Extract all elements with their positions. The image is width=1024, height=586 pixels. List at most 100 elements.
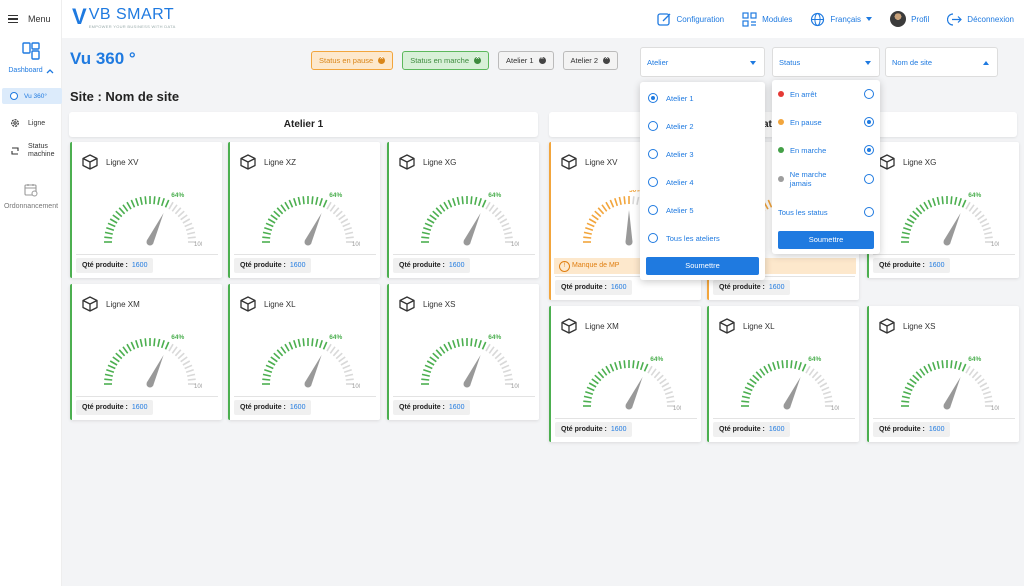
nav-profil[interactable]: Profil <box>890 11 929 27</box>
radio-icon[interactable] <box>648 121 658 131</box>
line-card[interactable]: Ligne XM 64% 100% Qté produite :1600 <box>70 284 222 420</box>
close-icon[interactable] <box>603 55 611 64</box>
line-card[interactable]: Ligne XM 64% 100% Qté produite :1600 <box>549 306 701 442</box>
sidebar-item-dashboard[interactable]: Dashboard <box>0 42 62 74</box>
gauge-tick <box>901 236 910 239</box>
atelier-select[interactable]: Atelier <box>640 47 765 77</box>
nav-modules[interactable]: Modules <box>742 11 792 27</box>
radio-icon[interactable] <box>648 205 658 215</box>
status-option[interactable]: Ne marche jamais <box>778 170 874 188</box>
radio-icon[interactable] <box>648 177 658 187</box>
gauge-tick <box>262 373 271 377</box>
atelier-option[interactable]: Atelier 3 <box>648 149 694 159</box>
status-option[interactable]: En marche <box>778 145 874 155</box>
line-card[interactable]: Ligne XS 64% 100% Qté produite :1600 <box>387 284 539 420</box>
atelier-option[interactable]: Atelier 1 <box>648 93 694 103</box>
gauge-tick <box>491 349 499 357</box>
sidebar-item-vu360[interactable]: Vu 360° <box>2 88 62 104</box>
gauge-value-label: 50% <box>629 190 642 194</box>
gauge-tick <box>494 352 502 360</box>
gauge-tick <box>923 365 929 374</box>
card-name: Ligne XG <box>903 157 937 167</box>
status-submit-button[interactable]: Soumettre <box>778 231 874 249</box>
atelier-option[interactable]: Tous les ateliers <box>648 233 720 243</box>
gauge-tick <box>338 356 346 363</box>
line-card[interactable]: Ligne XV 64% 100% Qté produite :1600 <box>70 142 222 278</box>
radio-icon[interactable] <box>864 145 874 155</box>
nav-logout[interactable]: Déconnexion <box>947 12 1014 27</box>
menu-toggle[interactable]: Menu <box>0 0 61 24</box>
radio-icon[interactable] <box>864 207 874 217</box>
gauge-tick <box>499 218 508 224</box>
gauge-tick <box>597 207 605 215</box>
gauge-tick <box>421 231 430 235</box>
chip-status-marche[interactable]: Status en marche <box>402 51 489 70</box>
chip-atelier-2[interactable]: Atelier 2 <box>562 51 619 70</box>
radio-icon[interactable] <box>864 89 874 99</box>
gauge-needle <box>783 377 801 408</box>
chip-label: Status en pause <box>319 56 374 65</box>
gauge-needle <box>943 213 961 244</box>
chip-atelier-1[interactable]: Atelier 1 <box>498 51 554 70</box>
line-card[interactable]: Ligne XL 64% 100% Qté produite :1600 <box>707 306 859 442</box>
status-option[interactable]: En pause <box>778 117 874 127</box>
card-divider <box>234 254 376 255</box>
sidebar-item-ordonnancement[interactable]: Ordonnancement <box>0 183 62 210</box>
gauge-tick <box>160 198 165 207</box>
gauge-tick <box>273 210 281 218</box>
gauge-tick <box>981 386 990 392</box>
gauge-tick <box>614 198 619 207</box>
gauge-tick <box>456 338 460 347</box>
status-select[interactable]: Status <box>772 47 880 77</box>
gauge-tick <box>270 214 278 221</box>
radio-icon[interactable] <box>864 117 874 127</box>
radio-icon[interactable] <box>648 93 658 103</box>
atelier-option[interactable]: Atelier 2 <box>648 121 694 131</box>
radio-icon[interactable] <box>648 149 658 159</box>
close-icon[interactable] <box>474 55 481 64</box>
qty-badge: Qté produite :1600 <box>873 422 951 437</box>
line-card[interactable]: Ligne XZ 64% 100% Qté produite :1600 <box>228 142 380 278</box>
site-select[interactable]: Nom de site <box>885 47 998 77</box>
gauge-tick <box>335 210 343 218</box>
radio-icon[interactable] <box>648 233 658 243</box>
top-bar: V VB SMART EMPOWER YOUR BUSINESS WITH DA… <box>62 0 1024 38</box>
sidebar-item-ligne[interactable]: Ligne <box>0 118 45 128</box>
gauge-tick <box>927 363 933 372</box>
chip-status-pause[interactable]: Status en pause <box>311 51 394 70</box>
sidebar: Menu Dashboard Vu 360° Ligne Status mach… <box>0 0 62 586</box>
close-icon[interactable] <box>378 55 386 64</box>
page-title: Vu 360 ° <box>70 49 136 68</box>
gauge-tick <box>426 360 435 366</box>
line-card[interactable]: Ligne XG 64% 100% Qté produite :1600 <box>867 142 1019 278</box>
atelier-option[interactable]: Atelier 5 <box>648 205 694 215</box>
gauge-needle <box>463 355 481 386</box>
radio-icon[interactable] <box>864 174 874 184</box>
close-icon[interactable] <box>538 55 546 64</box>
gauge-tick <box>481 341 487 350</box>
gauge-max-label: 100% <box>673 406 681 412</box>
line-card[interactable]: Ligne XL 64% 100% Qté produite :1600 <box>228 284 380 420</box>
gauge: 64% 100% <box>741 356 839 412</box>
gauge-tick <box>797 362 802 371</box>
nav-configuration[interactable]: Configuration <box>656 12 725 27</box>
atelier-option[interactable]: Atelier 4 <box>648 177 694 187</box>
nav-language[interactable]: Français <box>810 12 873 27</box>
gauge-tick <box>130 199 136 208</box>
gauge-tick <box>187 231 196 235</box>
gauge-tick <box>160 340 165 349</box>
gauge-tick <box>909 378 917 385</box>
gauge-tick <box>491 207 499 215</box>
gauge-tick <box>144 196 147 205</box>
sidebar-item-status-machine[interactable]: Status machine <box>0 143 58 159</box>
gauge-tick <box>185 227 194 232</box>
nav-configuration-label: Configuration <box>676 14 725 24</box>
status-option[interactable]: Tous les status <box>778 207 874 217</box>
gauge-tick <box>811 371 819 379</box>
card-name: Ligne XM <box>585 321 619 331</box>
status-option[interactable]: En arrêt <box>778 89 874 99</box>
line-card[interactable]: Ligne XG 64% 100% Qté produite :1600 <box>387 142 539 278</box>
atelier-submit-button[interactable]: Soumettre <box>646 257 759 275</box>
line-card[interactable]: Ligne XS 64% 100% Qté produite :1600 <box>867 306 1019 442</box>
gauge-tick <box>906 218 915 224</box>
